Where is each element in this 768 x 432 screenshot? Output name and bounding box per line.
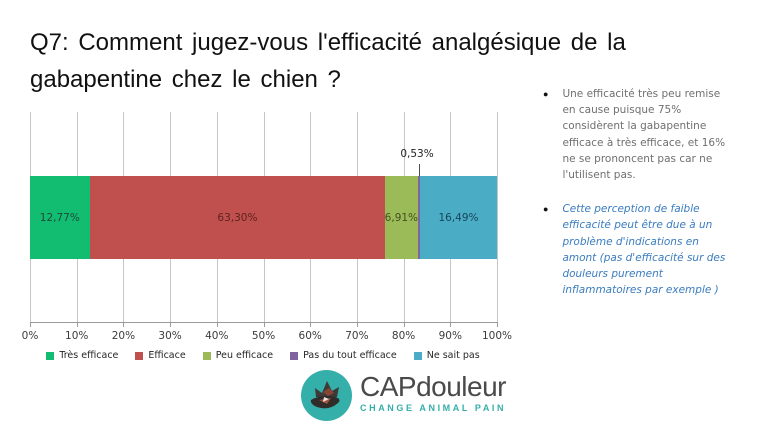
bullet-icon: ●	[543, 89, 549, 99]
label-leader-line	[419, 164, 420, 176]
bullet-icon: ●	[543, 204, 549, 215]
page-title: Q7: Comment jugez-vous l'efficacité anal…	[30, 24, 710, 98]
axis-tick	[450, 322, 452, 327]
logo-wordmark: CAPdouleur	[360, 371, 506, 402]
note-item-2: ● Cette perception de faible efficacité …	[543, 201, 753, 298]
note-item-1: ● Une efficacité très peu remise en caus…	[543, 86, 753, 183]
chart-legend: Très efficace Efficace Peu efficace Pas du …	[18, 350, 508, 361]
logo-text: CAPdouleur CHANGE ANIMAL PAIN	[360, 370, 507, 414]
title-line-2: gabapentine chez le chien ?	[30, 66, 341, 93]
gridline	[497, 112, 498, 322]
bar-segment-peu-efficace: 6,91%	[384, 176, 419, 259]
x-axis-label: 100%	[481, 330, 513, 342]
axis-tick	[263, 322, 265, 327]
x-axis-label: 50%	[251, 330, 276, 342]
bar-segment-efficace: 63,30%	[89, 176, 386, 259]
axis-tick	[216, 322, 218, 327]
legend-item-ne-sait-pas: Ne sait pas	[413, 350, 480, 361]
title-line-1: Q7: Comment jugez-vous l'efficacité anal…	[30, 29, 626, 56]
x-axis-label: 80%	[391, 330, 416, 342]
x-axis-label: 20%	[111, 330, 136, 342]
legend-label: Peu efficace	[215, 350, 274, 361]
data-label-pas-du-tout-efficace: 0,53%	[400, 148, 434, 160]
bar-segment-ne-sait-pas: 16,49%	[419, 176, 497, 259]
legend-marker-icon	[290, 351, 299, 360]
legend-item-tr-s-efficace: Très efficace	[46, 350, 118, 361]
data-label-tr-s-efficace: 12,77%	[39, 211, 80, 224]
chart-plot-area: 12,77% 63,30% 6,91% 16,49% 0,53% 0% 10% 20% 30…	[22, 112, 512, 342]
axis-tick	[403, 322, 405, 327]
legend-marker-icon	[202, 351, 211, 360]
bar-segment-pas-du-tout-efficace	[417, 176, 420, 259]
stacked-bar: 12,77% 63,30% 6,91% 16,49%	[30, 176, 497, 259]
notes-panel: ● Une efficacité très peu remise en caus…	[543, 86, 753, 316]
legend-label: Efficace	[148, 350, 186, 361]
legend-label: Ne sait pas	[426, 350, 480, 361]
legend-marker-icon	[413, 351, 422, 360]
legend-label: Très efficace	[59, 350, 119, 361]
x-axis-label: 70%	[345, 330, 369, 342]
x-axis-label: 90%	[438, 330, 462, 342]
note-text-1: Une efficacité très peu remise en cause …	[562, 88, 726, 182]
capdouleur-dog-icon	[301, 370, 352, 421]
legend-marker-icon	[46, 351, 55, 360]
bar-segment-tr-s-efficace: 12,77%	[30, 176, 90, 259]
axis-tick	[123, 322, 125, 327]
legend-item-efficace: Efficace	[135, 350, 186, 361]
data-label-ne-sait-pas: 16,49%	[438, 211, 479, 224]
axis-tick	[497, 322, 498, 327]
data-label-peu-efficace: 6,91%	[384, 211, 419, 224]
x-axis-label: 40%	[205, 330, 229, 342]
capdouleur-logo: CAPdouleur CHANGE ANIMAL PAIN	[301, 370, 506, 421]
x-axis-label: 60%	[298, 330, 322, 342]
legend-item-peu-efficace: Peu efficace	[202, 350, 274, 361]
axis-tick	[30, 322, 31, 327]
x-axis-label: 0%	[21, 330, 39, 342]
legend-item-pas-du-tout-efficace: Pas du tout efficace	[290, 350, 397, 361]
data-label-efficace: 63,30%	[217, 211, 258, 224]
axis-tick	[356, 322, 358, 327]
axis-tick	[170, 322, 172, 327]
logo-tagline: CHANGE ANIMAL PAIN	[360, 403, 507, 413]
legend-label: Pas du tout efficace	[303, 350, 397, 361]
legend-marker-icon	[135, 351, 144, 360]
axis-tick	[310, 322, 312, 327]
note-text-2: Cette perception de faible efficacité pe…	[562, 203, 726, 297]
x-axis-label: 30%	[158, 330, 182, 342]
axis-tick	[76, 322, 78, 327]
x-axis-label: 10%	[65, 330, 89, 342]
